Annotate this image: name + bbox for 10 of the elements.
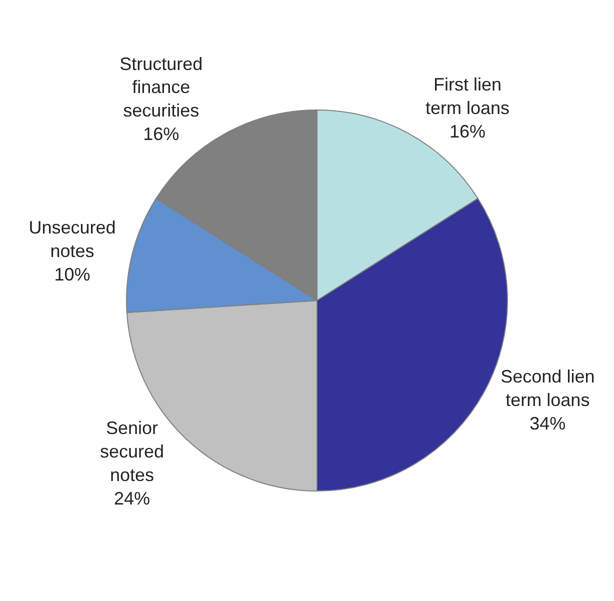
slice-label: Second lien term loans [500, 366, 595, 410]
slice-label: Senior secured notes [100, 418, 164, 486]
slice-label: Unsecured notes [28, 218, 116, 262]
data-label: 10% [54, 264, 90, 284]
data-label: 16% [449, 121, 486, 142]
slice-label: Structured finance securities [120, 54, 203, 121]
slice-label: First lien term loans [425, 74, 510, 118]
data-label: 24% [114, 488, 150, 508]
data-label: 16% [143, 124, 180, 144]
data-label: 34% [530, 413, 566, 434]
